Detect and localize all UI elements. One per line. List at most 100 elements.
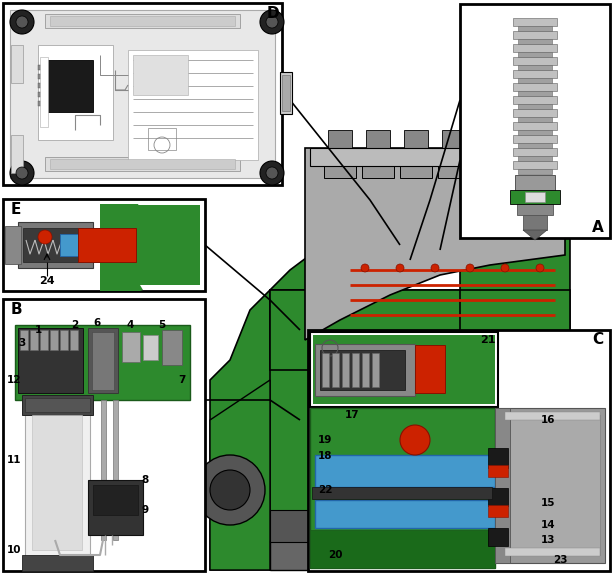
Circle shape bbox=[16, 16, 28, 28]
Bar bbox=[415, 345, 445, 393]
Circle shape bbox=[10, 161, 34, 185]
Bar bbox=[488, 465, 508, 477]
Bar bbox=[60, 330, 68, 350]
Text: 1: 1 bbox=[34, 325, 42, 335]
Bar bbox=[78, 228, 136, 262]
Bar bbox=[518, 26, 552, 31]
Bar bbox=[45, 60, 93, 112]
Bar bbox=[3, 199, 205, 291]
Bar bbox=[445, 335, 495, 404]
Bar bbox=[517, 200, 553, 215]
Circle shape bbox=[536, 264, 544, 272]
Bar bbox=[488, 528, 508, 546]
Bar bbox=[25, 400, 90, 565]
Bar bbox=[513, 122, 557, 130]
Bar bbox=[518, 78, 552, 83]
Bar bbox=[505, 412, 600, 420]
Text: 13: 13 bbox=[541, 535, 555, 545]
Bar bbox=[320, 350, 405, 390]
Bar bbox=[505, 548, 600, 556]
Bar bbox=[518, 130, 552, 135]
Bar bbox=[88, 328, 118, 393]
Polygon shape bbox=[305, 148, 565, 340]
Bar bbox=[93, 485, 138, 515]
Bar bbox=[310, 332, 498, 407]
Bar bbox=[488, 505, 508, 517]
Text: 2: 2 bbox=[71, 320, 79, 330]
Circle shape bbox=[361, 264, 369, 272]
Bar bbox=[518, 156, 552, 161]
Bar bbox=[500, 415, 600, 555]
Text: 16: 16 bbox=[541, 415, 555, 425]
Bar bbox=[312, 487, 492, 499]
Text: D: D bbox=[266, 6, 279, 21]
Bar bbox=[38, 101, 45, 106]
Circle shape bbox=[260, 10, 284, 34]
Bar bbox=[280, 72, 292, 114]
Bar bbox=[488, 488, 508, 506]
Bar bbox=[342, 353, 349, 387]
Text: B: B bbox=[10, 302, 22, 317]
Circle shape bbox=[400, 425, 430, 455]
Bar bbox=[404, 130, 428, 150]
Text: 22: 22 bbox=[318, 485, 332, 495]
Bar bbox=[40, 330, 48, 350]
Bar bbox=[440, 440, 470, 520]
Bar bbox=[513, 57, 557, 65]
Bar bbox=[18, 328, 83, 393]
Circle shape bbox=[38, 230, 52, 244]
Bar bbox=[315, 344, 415, 396]
Bar bbox=[45, 14, 240, 28]
Bar bbox=[366, 130, 390, 150]
Bar bbox=[45, 157, 240, 171]
Text: 5: 5 bbox=[158, 320, 166, 330]
Circle shape bbox=[501, 264, 509, 272]
Bar bbox=[133, 55, 188, 95]
Bar bbox=[10, 10, 275, 178]
Bar bbox=[70, 330, 78, 350]
Text: 8: 8 bbox=[141, 475, 149, 485]
Bar bbox=[128, 50, 258, 160]
Circle shape bbox=[210, 470, 250, 510]
Bar bbox=[143, 335, 158, 360]
Bar bbox=[20, 330, 28, 350]
Bar bbox=[515, 175, 555, 200]
Bar bbox=[148, 128, 176, 150]
Text: 23: 23 bbox=[553, 555, 567, 565]
Bar bbox=[162, 330, 182, 365]
Text: 21: 21 bbox=[480, 335, 495, 345]
Bar bbox=[15, 325, 190, 400]
Bar bbox=[513, 96, 557, 104]
Bar bbox=[310, 408, 495, 568]
Text: 9: 9 bbox=[141, 505, 149, 515]
Bar bbox=[518, 65, 552, 70]
Bar bbox=[32, 415, 82, 550]
Circle shape bbox=[16, 167, 28, 179]
Bar bbox=[513, 135, 557, 143]
Bar bbox=[38, 83, 45, 88]
Bar bbox=[324, 148, 356, 178]
Bar bbox=[308, 330, 610, 571]
Bar bbox=[50, 159, 235, 169]
Bar bbox=[3, 299, 205, 571]
Text: 18: 18 bbox=[318, 451, 332, 461]
Bar bbox=[400, 148, 432, 178]
Bar bbox=[100, 205, 200, 285]
Bar bbox=[30, 330, 38, 350]
Polygon shape bbox=[210, 148, 460, 570]
Bar bbox=[38, 45, 113, 140]
Bar bbox=[38, 65, 45, 70]
Text: 15: 15 bbox=[541, 498, 555, 508]
Bar bbox=[22, 395, 93, 415]
Bar bbox=[101, 400, 106, 540]
Circle shape bbox=[431, 264, 439, 272]
Bar bbox=[50, 16, 235, 26]
Bar bbox=[518, 143, 552, 148]
Bar bbox=[518, 130, 542, 150]
Text: 14: 14 bbox=[541, 520, 555, 530]
Bar bbox=[122, 332, 140, 362]
Bar bbox=[113, 400, 118, 540]
Bar bbox=[22, 555, 93, 571]
Bar bbox=[513, 70, 557, 78]
Bar bbox=[513, 83, 557, 91]
